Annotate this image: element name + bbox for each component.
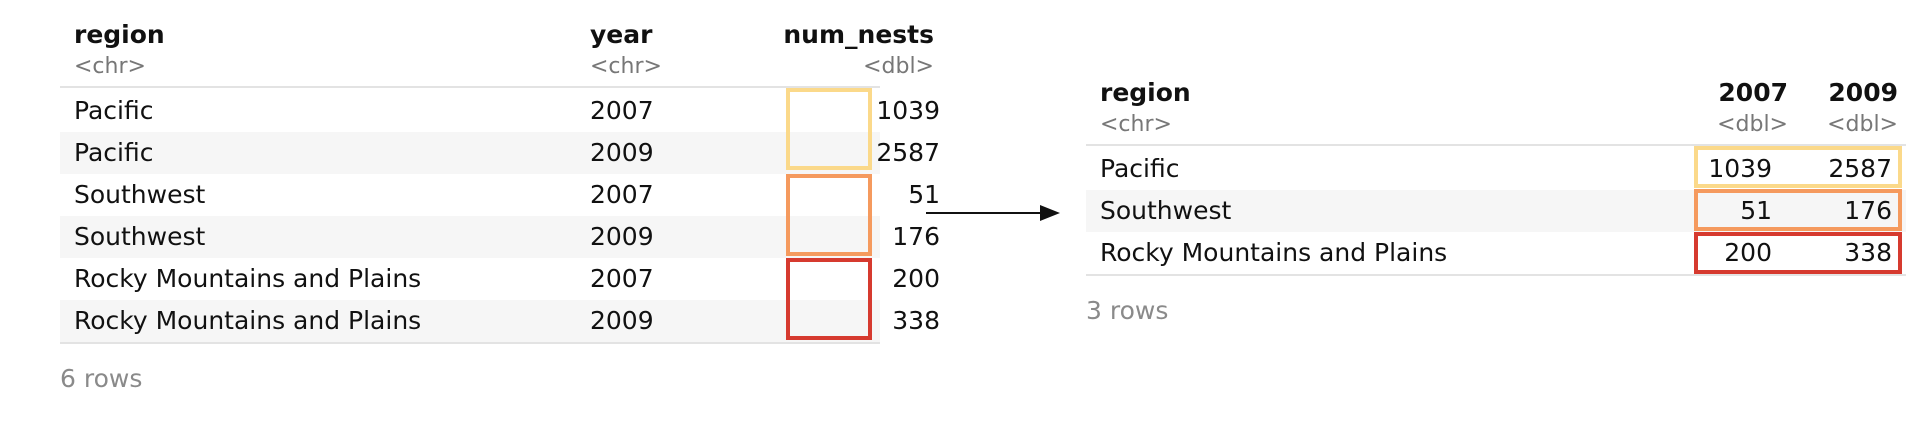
right-row-count: 3 rows — [1086, 296, 1169, 325]
right-table: region <chr> 2007 <dbl> 2009 <dbl> Pacif… — [1086, 0, 1906, 428]
cell-region: Pacific — [74, 96, 154, 125]
transform-arrow-icon — [926, 205, 1060, 221]
highlight-box-southwest — [786, 174, 872, 256]
left-header-separator — [60, 86, 880, 88]
cell-year: 2007 — [590, 264, 654, 293]
cell-num-nests: 176 — [892, 222, 940, 251]
cell-year: 2009 — [590, 138, 654, 167]
left-table: region <chr> year <chr> num_nests <dbl> … — [60, 0, 940, 428]
cell-num-nests: 51 — [908, 180, 940, 209]
highlight-box-rocky — [1694, 232, 1902, 274]
cell-year: 2009 — [590, 306, 654, 335]
right-type-2007: <dbl> — [1717, 112, 1788, 137]
right-type-2009: <dbl> — [1827, 112, 1898, 137]
cell-region: Rocky Mountains and Plains — [1100, 238, 1448, 267]
left-header-year: year — [590, 20, 653, 49]
cell-num-nests: 338 — [892, 306, 940, 335]
right-header-region: region — [1100, 78, 1191, 107]
cell-2009: 176 — [1844, 196, 1892, 225]
cell-num-nests: 1039 — [876, 96, 940, 125]
table-row: Rocky Mountains and Plains 200 338 — [1086, 232, 1906, 274]
table-row: Pacific 2009 2587 — [60, 132, 940, 174]
table-row: Southwest 51 176 — [1086, 190, 1906, 232]
cell-2009: 338 — [1844, 238, 1892, 267]
cell-region: Southwest — [74, 222, 206, 251]
highlight-box-pacific — [1694, 146, 1902, 188]
cell-2007: 200 — [1724, 238, 1772, 267]
left-row-count: 6 rows — [60, 364, 143, 393]
cell-year: 2007 — [590, 180, 654, 209]
cell-region: Southwest — [74, 180, 206, 209]
table-row: Southwest 2009 176 — [60, 216, 940, 258]
right-header-2009: 2009 — [1828, 78, 1898, 107]
table-row: Southwest 2007 51 — [60, 174, 940, 216]
cell-2009: 2587 — [1828, 154, 1892, 183]
cell-region: Southwest — [1100, 196, 1232, 225]
cell-region: Rocky Mountains and Plains — [74, 264, 422, 293]
cell-2007: 51 — [1740, 196, 1772, 225]
table-row: Pacific 1039 2587 — [1086, 148, 1906, 190]
highlight-box-rocky — [786, 258, 872, 340]
cell-region: Pacific — [1100, 154, 1180, 183]
left-type-year: <chr> — [590, 54, 662, 79]
highlight-box-pacific — [786, 88, 872, 170]
cell-region: Pacific — [74, 138, 154, 167]
left-type-num-nests: <dbl> — [863, 54, 934, 79]
right-header-separator — [1086, 144, 1906, 146]
cell-year: 2009 — [590, 222, 654, 251]
table-row: Pacific 2007 1039 — [60, 90, 940, 132]
highlight-box-southwest — [1694, 189, 1902, 231]
left-bottom-separator — [60, 342, 880, 344]
right-type-region: <chr> — [1100, 112, 1172, 137]
right-bottom-separator — [1086, 274, 1906, 276]
table-row: Rocky Mountains and Plains 2009 338 — [60, 300, 940, 342]
cell-num-nests: 2587 — [876, 138, 940, 167]
right-header-2007: 2007 — [1718, 78, 1788, 107]
left-header-num-nests: num_nests — [783, 20, 934, 49]
cell-2007: 1039 — [1708, 154, 1772, 183]
left-header-region: region — [74, 20, 165, 49]
cell-num-nests: 200 — [892, 264, 940, 293]
left-type-region: <chr> — [74, 54, 146, 79]
cell-year: 2007 — [590, 96, 654, 125]
table-row: Rocky Mountains and Plains 2007 200 — [60, 258, 940, 300]
cell-region: Rocky Mountains and Plains — [74, 306, 422, 335]
